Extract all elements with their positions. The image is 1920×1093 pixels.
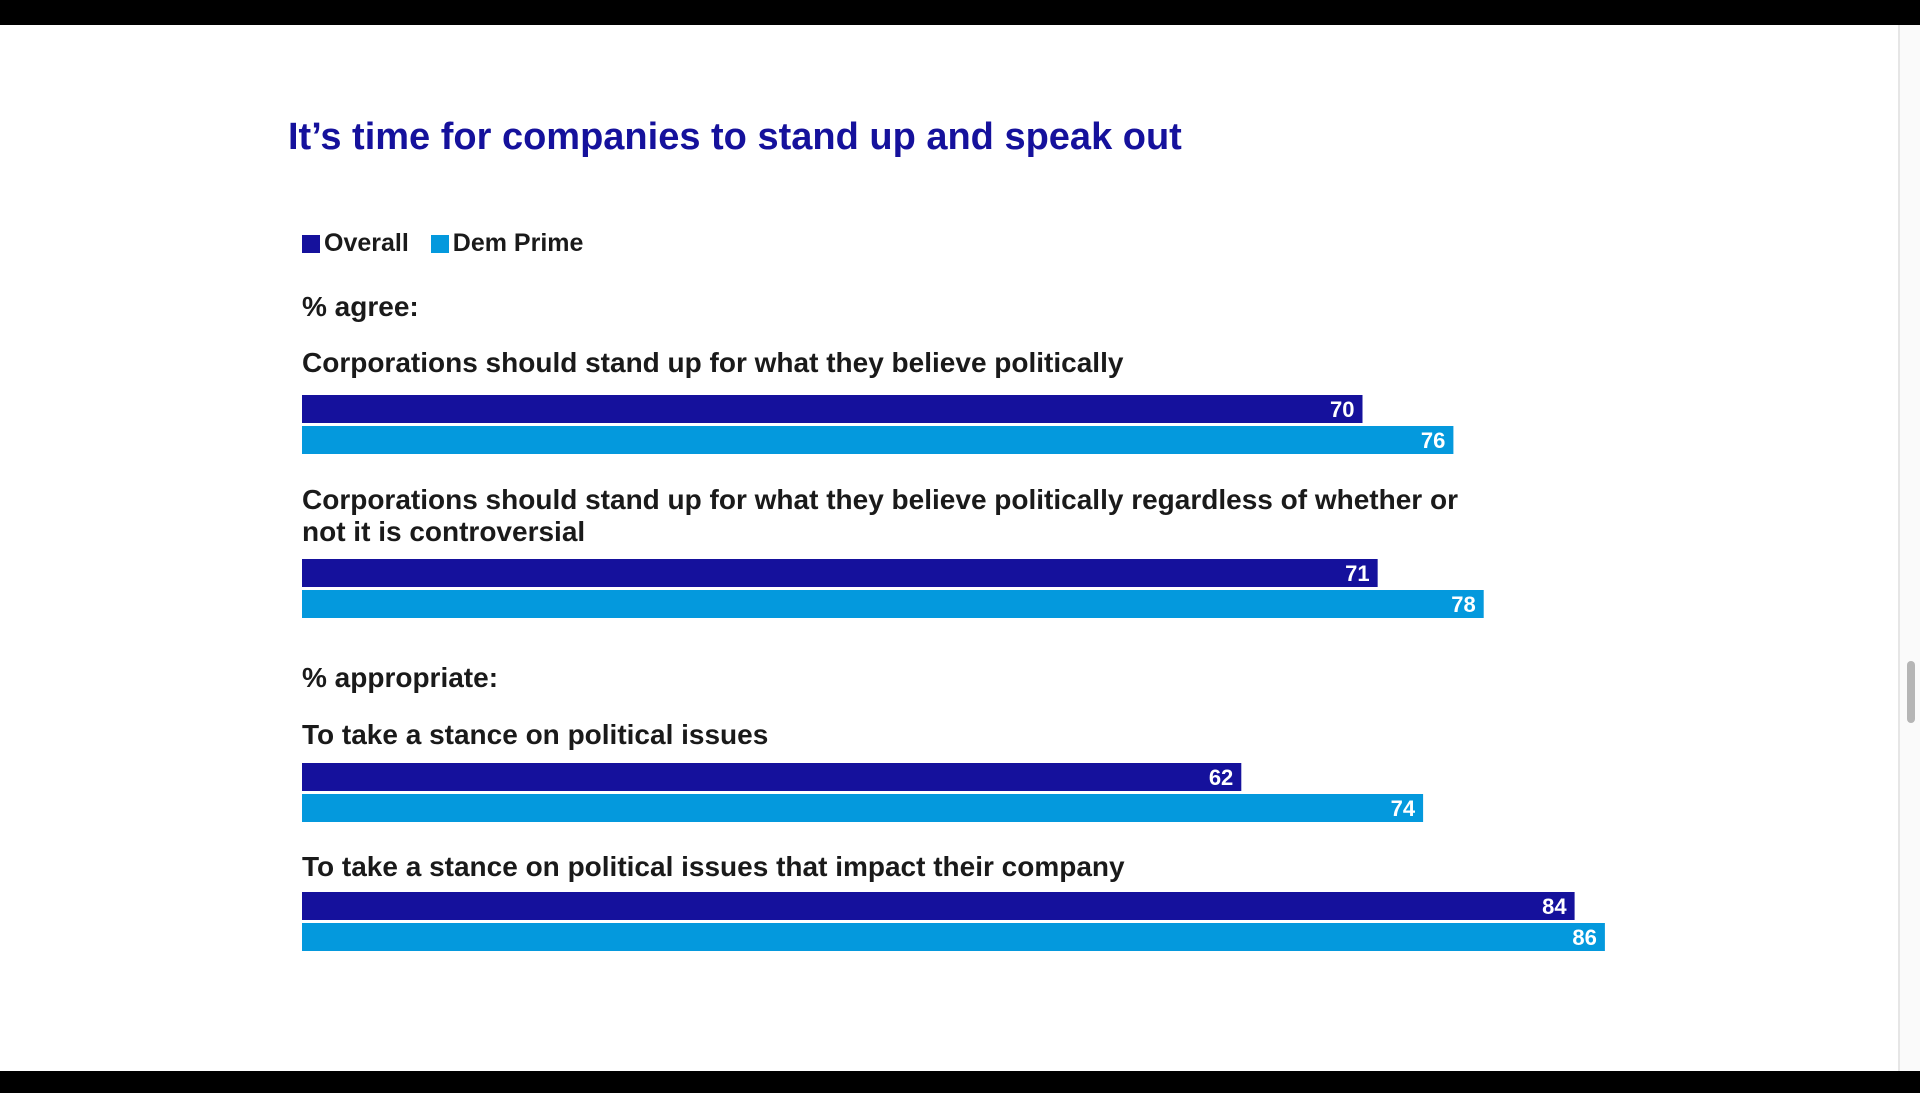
item-label-stand-up: Corporations should stand up for what th… (302, 347, 1124, 378)
legend-swatch-overall (302, 234, 320, 253)
legend-item-overall: Overall (302, 229, 409, 258)
top-letterbox-bar (0, 0, 1920, 25)
chart-title: It’s time for companies to stand up and … (288, 116, 1182, 158)
bar-dem-prime-g0-i0 (302, 426, 1454, 454)
bar-overall-g0-i0 (302, 395, 1363, 423)
scrollbar-thumb[interactable] (1907, 661, 1915, 723)
section-label-agree: % agree: (302, 291, 419, 322)
bar-value-label-g0-i0-s1: 76 (1421, 428, 1445, 453)
bar-dem-prime-g0-i1 (302, 590, 1484, 618)
legend-item-dem-prime: Dem Prime (430, 229, 584, 258)
item-label-take-stance-company: To take a stance on political issues tha… (302, 851, 1125, 882)
vertical-scrollbar[interactable] (1898, 25, 1920, 1071)
chart-legend: Overall Dem Prime (302, 229, 605, 258)
bar-dem-prime-g1-i0 (302, 794, 1424, 822)
bar-value-label-g1-i1-s1: 86 (1572, 925, 1596, 950)
bar-value-label-g0-i0-s0: 70 (1330, 397, 1354, 422)
bar-value-label-g1-i0-s1: 74 (1391, 796, 1416, 821)
bar-overall-g1-i0 (302, 763, 1242, 791)
bottom-letterbox-bar (0, 1071, 1920, 1093)
bar-dem-prime-g1-i1 (302, 923, 1605, 951)
bar-value-label-g1-i1-s0: 84 (1542, 894, 1567, 919)
item-label-stand-up-controversial: Corporations should stand up for what th… (302, 484, 1458, 547)
item-label-take-stance: To take a stance on political issues (302, 719, 769, 750)
legend-swatch-dem-prime (430, 234, 449, 253)
bar-value-label-g1-i0-s0: 62 (1209, 765, 1233, 790)
bar-overall-g1-i1 (302, 892, 1575, 920)
bar-value-label-g0-i1-s1: 78 (1451, 592, 1475, 617)
legend-label-overall: Overall (324, 229, 409, 257)
bar-value-label-g0-i1-s0: 71 (1345, 561, 1369, 586)
section-label-appropriate: % appropriate: (302, 662, 499, 693)
bar-overall-g0-i1 (302, 559, 1378, 587)
legend-label-dem-prime: Dem Prime (452, 229, 584, 257)
